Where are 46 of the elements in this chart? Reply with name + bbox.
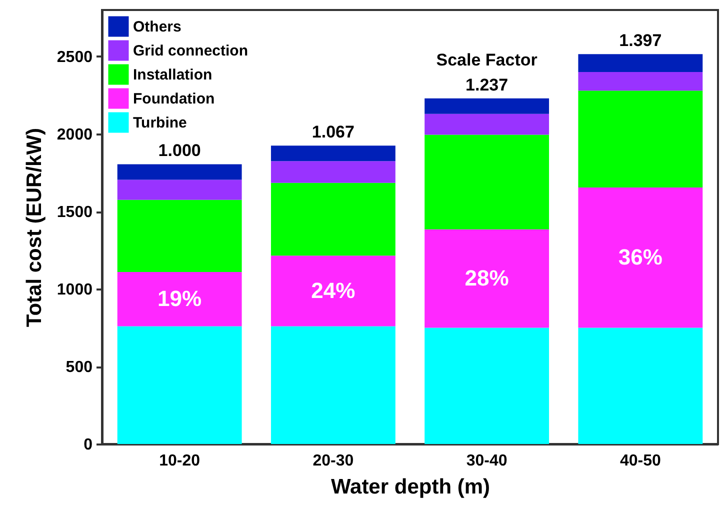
y-tick-label: 2500 xyxy=(56,49,93,66)
x-tick-label: 20-30 xyxy=(312,452,354,470)
bar xyxy=(270,161,396,183)
annotation: 1.067 xyxy=(312,122,354,142)
bar xyxy=(270,146,396,162)
legend-label: Installation xyxy=(133,66,212,84)
bar xyxy=(424,134,550,230)
bar xyxy=(424,229,550,328)
bar xyxy=(578,72,703,91)
bar xyxy=(270,256,396,326)
bar xyxy=(117,180,242,200)
y-tick-label: 1500 xyxy=(56,204,93,221)
annotation: 19% xyxy=(158,286,202,312)
bar xyxy=(578,187,703,328)
bar xyxy=(117,164,242,180)
annotation: 36% xyxy=(618,244,662,270)
bar xyxy=(117,272,242,326)
bar xyxy=(578,328,703,444)
annotation: 24% xyxy=(311,278,356,303)
bar xyxy=(578,90,703,188)
bar xyxy=(424,98,550,114)
y-tick-label: 500 xyxy=(66,359,93,376)
legend-label: Grid connection xyxy=(133,42,248,60)
bar xyxy=(117,200,242,272)
x-tick-label: 30-40 xyxy=(466,452,508,470)
x-axis-title: Water depth (m) xyxy=(330,476,490,498)
bar xyxy=(578,54,703,72)
annotation: 1.397 xyxy=(619,31,662,50)
annotation: Scale Factor xyxy=(436,50,538,70)
legend-label: Foundation xyxy=(133,90,215,108)
y-tick-label: 2000 xyxy=(56,126,93,144)
x-tick-label: 10-20 xyxy=(159,452,200,470)
annotation: 1.000 xyxy=(158,141,201,160)
bar xyxy=(117,326,242,444)
bar xyxy=(270,182,396,256)
y-tick-label: 1000 xyxy=(56,282,93,298)
annotation: 1.237 xyxy=(466,75,508,94)
bar xyxy=(424,328,550,444)
y-tick-label: 0 xyxy=(84,436,93,454)
x-tick-label: 40-50 xyxy=(620,452,661,470)
bar xyxy=(424,114,550,135)
legend-label: Turbine xyxy=(133,114,187,132)
annotation: 28% xyxy=(464,266,509,291)
legend-label: Others xyxy=(133,18,182,36)
y-axis-title: Total cost (EUR/kW) xyxy=(22,128,46,328)
bar xyxy=(270,326,396,444)
